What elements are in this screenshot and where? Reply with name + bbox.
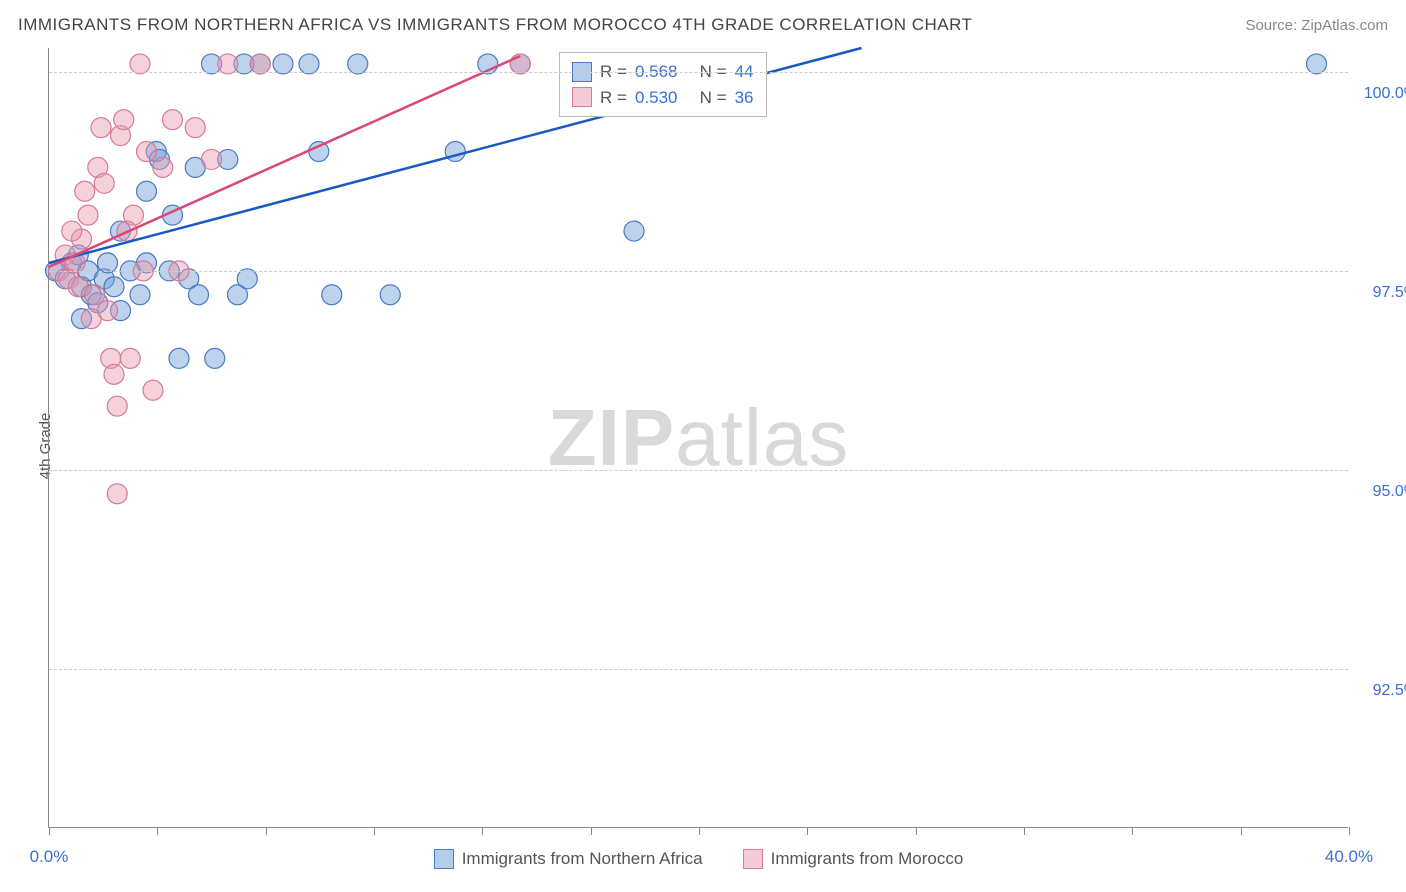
data-point — [107, 484, 127, 504]
y-tick-label: 97.5% — [1358, 284, 1406, 302]
data-point — [94, 173, 114, 193]
gridline-horizontal — [49, 470, 1348, 471]
x-tick — [49, 827, 50, 835]
data-point — [104, 277, 124, 297]
y-tick-label: 95.0% — [1358, 483, 1406, 501]
x-tick — [591, 827, 592, 835]
data-point — [309, 141, 329, 161]
data-point — [130, 285, 150, 305]
series-legend-item: Immigrants from Northern Africa — [434, 849, 703, 869]
source-label: Source: ZipAtlas.com — [1245, 17, 1388, 34]
correlation-legend: R = 0.568 N = 44R = 0.530 N = 36 — [559, 52, 767, 117]
data-point — [78, 205, 98, 225]
data-point — [137, 181, 157, 201]
trend-line — [49, 56, 520, 267]
x-tick — [482, 827, 483, 835]
data-point — [163, 110, 183, 130]
data-point — [202, 149, 222, 169]
scatter-plot-svg — [49, 48, 1348, 827]
data-point — [169, 348, 189, 368]
series-legend-item: Immigrants from Morocco — [743, 849, 964, 869]
data-point — [189, 285, 209, 305]
data-point — [153, 157, 173, 177]
x-tick — [157, 827, 158, 835]
y-tick-label: 92.5% — [1358, 682, 1406, 700]
data-point — [322, 285, 342, 305]
legend-row: R = 0.530 N = 36 — [572, 85, 754, 111]
x-tick — [1241, 827, 1242, 835]
data-point — [143, 380, 163, 400]
data-point — [85, 285, 105, 305]
legend-r-label: R = — [600, 85, 627, 111]
x-tick — [1024, 827, 1025, 835]
data-point — [380, 285, 400, 305]
x-tick — [1132, 827, 1133, 835]
legend-swatch — [743, 849, 763, 869]
data-point — [104, 364, 124, 384]
x-tick — [807, 827, 808, 835]
data-point — [107, 396, 127, 416]
gridline-horizontal — [49, 72, 1348, 73]
legend-r-value: 0.530 — [635, 85, 678, 111]
data-point — [120, 348, 140, 368]
x-tick — [374, 827, 375, 835]
x-tick-label: 0.0% — [30, 847, 69, 867]
data-point — [75, 181, 95, 201]
x-tick — [1349, 827, 1350, 835]
x-tick-label: 40.0% — [1325, 847, 1373, 867]
data-point — [185, 118, 205, 138]
gridline-horizontal — [49, 669, 1348, 670]
series-legend: Immigrants from Northern Africa Immigrant… — [49, 849, 1348, 869]
legend-n-label: N = — [685, 85, 726, 111]
gridline-horizontal — [49, 271, 1348, 272]
chart-plot-area: ZIPatlas R = 0.568 N = 44R = 0.530 N = 3… — [48, 48, 1348, 828]
x-tick — [266, 827, 267, 835]
data-point — [91, 118, 111, 138]
data-point — [114, 110, 134, 130]
series-name: Immigrants from Morocco — [771, 849, 964, 869]
legend-swatch — [572, 87, 592, 107]
x-tick — [916, 827, 917, 835]
data-point — [98, 301, 118, 321]
y-tick-label: 100.0% — [1358, 85, 1406, 103]
legend-swatch — [434, 849, 454, 869]
x-tick — [699, 827, 700, 835]
data-point — [624, 221, 644, 241]
legend-n-value: 36 — [735, 85, 754, 111]
data-point — [205, 348, 225, 368]
data-point — [62, 221, 82, 241]
data-point — [137, 141, 157, 161]
chart-title: IMMIGRANTS FROM NORTHERN AFRICA VS IMMIG… — [18, 15, 972, 35]
series-name: Immigrants from Northern Africa — [462, 849, 703, 869]
